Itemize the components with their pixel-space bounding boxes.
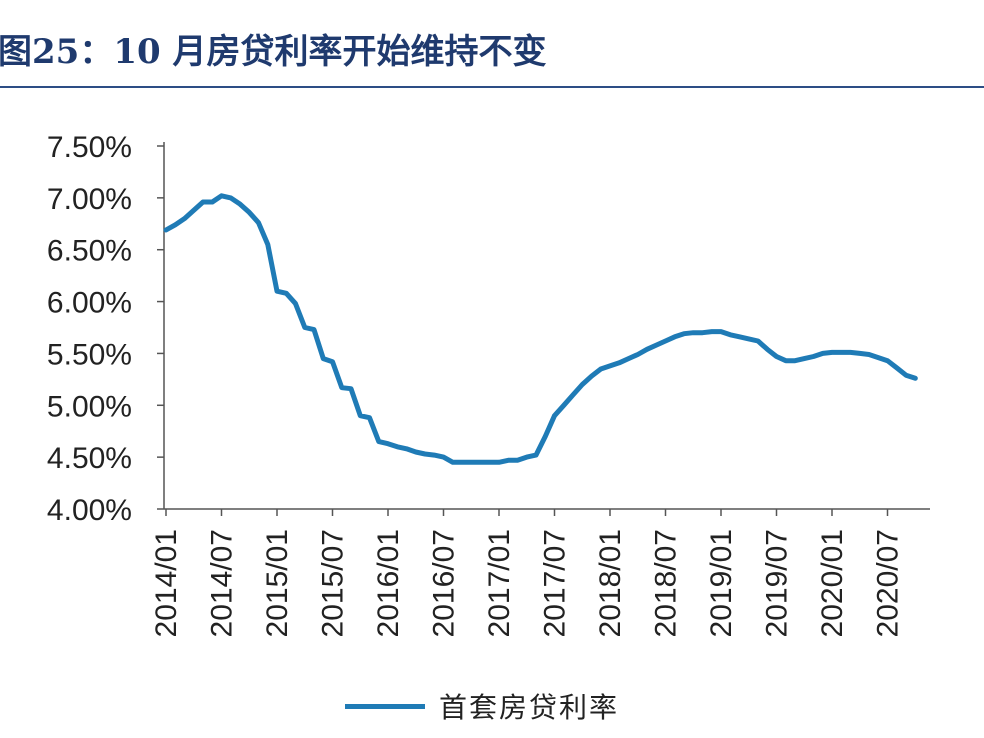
line-chart: 7.50% 7.00% 6.50% 6.00% 5.50% 5.00% 4.50% 4.00%… [47,131,930,637]
x-tick-label: 2019/01 [705,529,738,637]
x-axis: 2014/01 2014/07 2015/01 2015/07 2016/01 2016/… [150,508,930,637]
x-tick-label: 2019/07 [761,529,794,637]
y-axis: 7.50% 7.00% 6.50% 6.00% 5.50% 5.00% 4.50% 4.00% [47,131,165,527]
title-bar: 图25：10 月房贷利率开始维持不变 [0,0,984,92]
x-tick-label: 2018/07 [650,529,683,637]
x-tick-label: 2020/01 [816,529,849,637]
legend-label: 首套房贷利率 [439,691,620,724]
x-tick-label: 2018/01 [594,529,627,637]
y-tick-label: 5.00% [47,390,132,423]
x-tick-label: 2016/07 [428,529,461,637]
x-tick-label: 2020/07 [872,529,905,637]
x-tick-label: 2014/01 [150,529,183,637]
x-tick-label: 2017/07 [539,529,572,637]
y-tick-label: 4.50% [47,442,132,475]
x-tick-label: 2015/01 [261,529,294,637]
y-tick-label: 4.00% [47,494,132,527]
series-line [163,193,918,465]
plot-area [163,193,918,465]
legend: 首套房贷利率 [345,686,619,726]
y-tick-label: 7.00% [47,183,132,216]
x-tick-label: 2015/07 [317,529,350,637]
y-tick-label: 6.50% [47,235,132,268]
y-tick-label: 5.50% [47,338,132,371]
x-tick-label: 2014/07 [206,529,239,637]
chart-title: 图25：10 月房贷利率开始维持不变 [0,32,547,72]
y-tick-label: 7.50% [47,131,132,164]
x-tick-label: 2017/01 [483,529,516,637]
y-tick-label: 6.00% [47,287,132,320]
x-tick-label: 2016/01 [372,529,405,637]
legend-swatch [345,703,425,709]
title-underline [0,86,984,88]
